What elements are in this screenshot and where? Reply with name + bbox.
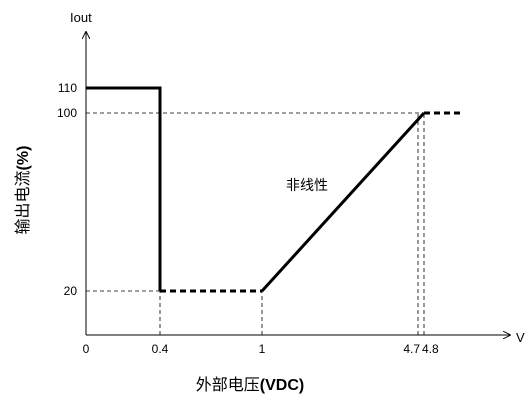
x-axis-title-cjk: 外部电压 (196, 375, 260, 394)
y-axis-title-cjk: 输出电流 (13, 170, 32, 234)
x-axis-title-unit: (VDC) (260, 377, 304, 394)
y-tick-label-0: 110 (58, 81, 77, 95)
y-tick-labels: 110 100 20 (57, 81, 77, 298)
curve-annotation: 非线性 (286, 178, 328, 194)
series-segment-2 (260, 111, 426, 293)
x-tick-labels: 0 0.4 1 4.7 4.8 (83, 342, 439, 356)
series (86, 86, 462, 293)
x-tick-label-4: 4.8 (422, 342, 439, 356)
x-tick-label-1: 0.4 (152, 342, 169, 356)
x-axis-name: V (516, 330, 525, 345)
x-tick-label-3: 4.7 (403, 342, 420, 356)
y-tick-label-1: 100 (57, 106, 77, 120)
y-tick-label-2: 20 (64, 284, 78, 298)
x-tick-label-0: 0 (83, 342, 90, 356)
x-tick-label-2: 1 (259, 342, 266, 356)
series-segment-0 (86, 86, 162, 291)
guide-lines (86, 112, 425, 335)
y-axis-title: 输出电流(%) (13, 146, 32, 235)
y-axis-title-unit: (%) (15, 146, 32, 171)
x-axis-title: 外部电压(VDC) (196, 375, 304, 394)
y-axis-name: Iout (70, 10, 92, 25)
